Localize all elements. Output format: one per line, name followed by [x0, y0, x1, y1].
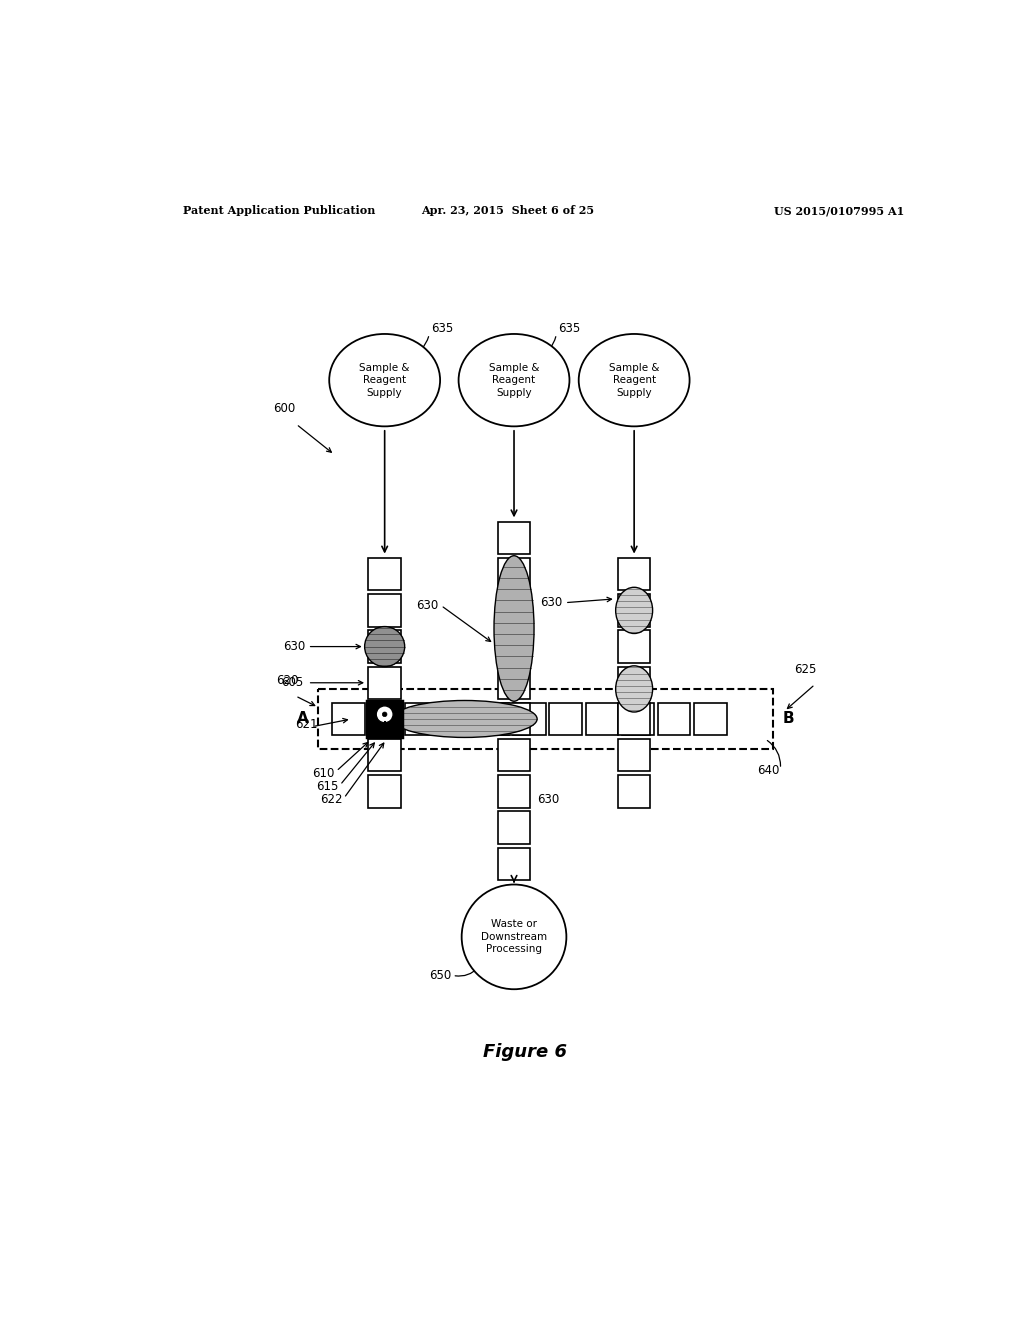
Bar	[369, 631, 400, 663]
Ellipse shape	[615, 665, 652, 711]
Bar	[369, 739, 400, 771]
Bar	[617, 702, 650, 735]
Text: 615: 615	[316, 780, 339, 793]
Bar	[498, 631, 530, 663]
Bar	[586, 702, 617, 735]
Bar	[404, 702, 437, 735]
Bar	[367, 701, 402, 737]
Bar	[617, 739, 650, 771]
Bar	[441, 702, 473, 735]
Text: Sample &
Reagent
Supply: Sample & Reagent Supply	[609, 363, 659, 397]
Bar	[498, 667, 530, 700]
Text: 622: 622	[319, 793, 342, 807]
Text: Apr. 23, 2015  Sheet 6 of 25: Apr. 23, 2015 Sheet 6 of 25	[421, 205, 594, 216]
Bar	[369, 775, 400, 808]
Bar	[617, 558, 650, 590]
Bar	[369, 667, 400, 700]
Ellipse shape	[579, 334, 689, 426]
Text: 610: 610	[312, 767, 335, 780]
Text: 600: 600	[273, 403, 295, 416]
Ellipse shape	[459, 334, 569, 426]
Ellipse shape	[462, 884, 566, 989]
Text: 630: 630	[283, 640, 305, 653]
Bar	[498, 739, 530, 771]
Text: A: A	[297, 711, 309, 726]
Bar	[550, 702, 582, 735]
Text: US 2015/0107995 A1: US 2015/0107995 A1	[774, 205, 904, 216]
Ellipse shape	[376, 706, 393, 723]
Bar	[617, 594, 650, 627]
Text: Waste or
Downstream
Processing: Waste or Downstream Processing	[481, 920, 547, 954]
Text: 620: 620	[276, 675, 298, 688]
Bar	[498, 775, 530, 808]
Bar	[617, 631, 650, 663]
Bar	[622, 702, 654, 735]
Text: 635: 635	[558, 322, 581, 335]
Text: 630: 630	[417, 599, 438, 612]
Bar	[617, 667, 650, 700]
Ellipse shape	[392, 701, 538, 738]
Text: Patent Application Publication: Patent Application Publication	[183, 205, 375, 216]
Bar	[318, 689, 773, 748]
Text: 621: 621	[295, 718, 317, 731]
Bar	[498, 594, 530, 627]
Ellipse shape	[382, 711, 387, 717]
Bar	[369, 594, 400, 627]
Bar	[513, 702, 546, 735]
Text: Sample &
Reagent
Supply: Sample & Reagent Supply	[359, 363, 410, 397]
Text: 640: 640	[758, 764, 779, 777]
Text: 625: 625	[795, 663, 817, 676]
Bar	[498, 521, 530, 554]
Text: 605: 605	[282, 676, 304, 689]
Text: B: B	[782, 711, 794, 726]
Text: 630: 630	[538, 793, 559, 807]
Text: 635: 635	[431, 322, 453, 335]
Bar	[369, 558, 400, 590]
Ellipse shape	[494, 556, 535, 701]
Bar	[477, 702, 509, 735]
Bar	[617, 775, 650, 808]
Bar	[694, 702, 727, 735]
Text: 650: 650	[429, 969, 452, 982]
Ellipse shape	[330, 334, 440, 426]
Text: Figure 6: Figure 6	[482, 1043, 567, 1060]
Bar	[333, 702, 365, 735]
Ellipse shape	[365, 627, 404, 667]
Bar	[498, 812, 530, 843]
Bar	[498, 702, 530, 735]
Bar	[658, 702, 690, 735]
Text: 630: 630	[541, 597, 562, 610]
Bar	[498, 847, 530, 880]
Text: Sample &
Reagent
Supply: Sample & Reagent Supply	[488, 363, 540, 397]
Bar	[498, 558, 530, 590]
Ellipse shape	[615, 587, 652, 634]
